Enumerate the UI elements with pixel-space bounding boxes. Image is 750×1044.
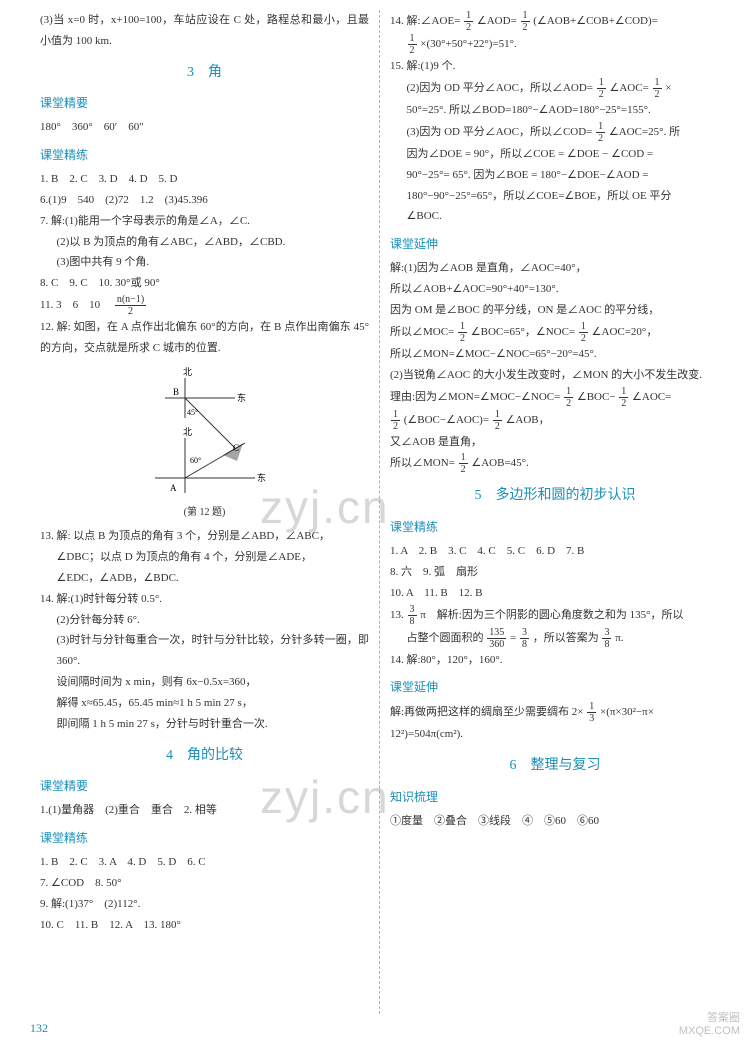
diagram-caption: (第 12 题) [40, 503, 369, 522]
r15-2: (2)因为 OD 平分∠AOC，所以∠AOD= 12 ∠AOC= 12 × [390, 77, 720, 100]
heading-jinglian5: 课堂精练 [390, 516, 720, 539]
ans-1-5: 1. B 2. C 3. D 4. D 5. D [40, 169, 369, 190]
r14d: 12 ×(30°+50°+22°)=51°. [390, 33, 720, 56]
zs1: ①度量 ②叠合 ③线段 ④ ⑤60 ⑥60 [390, 811, 720, 832]
ys2: 所以∠AOB+∠AOC=90°+40°=130°. [390, 279, 720, 300]
svg-text:东: 东 [257, 472, 266, 483]
section-5-title: 5 多边形和圆的初步认识 [390, 483, 720, 510]
ys6: (2)当锐角∠AOC 的大小发生改变时，∠MON 的大小不发生改变. [390, 365, 720, 386]
ys5: 所以∠MON=∠MOC−∠NOC=65°−20°=45°. [390, 344, 720, 365]
s5-l10: 10. A 11. B 12. B [390, 583, 720, 604]
page-number: 132 [30, 1021, 48, 1036]
ans-13c: ∠EDC，∠ADB，∠BDC. [40, 568, 369, 589]
section-3-title: 3 角 [40, 60, 369, 87]
ans-7b: (2)以 B 为顶点的角有∠ABC，∠ABD，∠CBD. [40, 232, 369, 253]
ys5-line2: 12²)=504π(cm²). [390, 724, 720, 745]
ans-14a: 14. 解:(1)时针每分转 0.5°. [40, 589, 369, 610]
heading-yanshen: 课堂延伸 [390, 233, 720, 256]
svg-text:45°: 45° [187, 408, 198, 417]
s5-l1: 1. A 2. B 3. C 4. C 5. C 6. D 7. B [390, 541, 720, 562]
ys7: 理由:因为∠MON=∠MOC−∠NOC= 12 ∠BOC− 12 ∠AOC= [390, 386, 720, 409]
s5-l13c: 占整个圆面积的 135360 = 38 ，所以答案为 38 π. [390, 627, 720, 650]
heading-jinglian2: 课堂精练 [40, 827, 369, 850]
r15-3e: 180°−90°−25°=65°，所以∠COE=∠BOE，所以 OE 平分 [390, 186, 720, 207]
ans-8-10: 8. C 9. C 10. 30°或 90° [40, 273, 369, 294]
corner-watermark: 答案圈 MXQE.COM [679, 1012, 740, 1038]
jl2-l9: 9. 解:(1)37° (2)112°. [40, 894, 369, 915]
section-6-title: 6 整理与复习 [390, 753, 720, 780]
ys3: 因为 OM 是∠BOC 的平分线，ON 是∠AOC 的平分线， [390, 300, 720, 321]
s5-l14: 14. 解:80°，120°，160°. [390, 650, 720, 671]
svg-text:B: B [173, 387, 179, 397]
frac-n-n1-2: n(n−1) 2 [115, 294, 146, 317]
r15-3c: 因为∠DOE = 90°，所以∠COE = ∠DOE − ∠COD = [390, 144, 720, 165]
ys1: 解:(1)因为∠AOB 是直角，∠AOC=40°， [390, 258, 720, 279]
svg-text:北: 北 [183, 427, 192, 437]
ans-11-text: 11. 3 6 10 [40, 299, 111, 311]
svg-text:A: A [170, 483, 177, 493]
svg-text:东: 东 [237, 392, 246, 403]
r15-2d: 50°=25°. 所以∠BOD=180°−∠AOD=180°−25°=155°. [390, 100, 720, 121]
ans-11: 11. 3 6 10 n(n−1) 2 [40, 294, 369, 317]
ys8: 12 (∠BOC−∠AOC)= 12 ∠AOB， [390, 409, 720, 432]
jl2-l1: 1. B 2. C 3. A 4. D 5. D 6. C [40, 852, 369, 873]
heading-jingyao2: 课堂精要 [40, 775, 369, 798]
jy2-l1: 1.(1)量角器 (2)重合 重合 2. 相等 [40, 800, 369, 821]
right-column: 14. 解:∠AOE= 12 ∠AOD= 12 (∠AOB+∠COB+∠COD)… [380, 10, 730, 1014]
ans-14e: 解得 x≈65.45，65.45 min≈1 h 5 min 27 s， [40, 693, 369, 714]
diagram-12: 北 东 B 45° 北 东 A 60° C [125, 363, 285, 503]
ans-7c: (3)图中共有 9 个角. [40, 252, 369, 273]
ans-7a: 7. 解:(1)能用一个字母表示的角是∠A，∠C. [40, 211, 369, 232]
svg-text:60°: 60° [190, 456, 201, 465]
r15-3d: 90°−25°= 65°. 因为∠BOE = 180°−∠DOE−∠AOD = [390, 165, 720, 186]
left-column: (3)当 x=0 时，x+100=100，车站应设在 C 处，路程总和最小，且最… [30, 10, 380, 1014]
r15-3a: (3)因为 OD 平分∠AOC，所以∠COD= 12 ∠AOC=25°. 所 [390, 121, 720, 144]
ans-6: 6.(1)9 540 (2)72 1.2 (3)45.396 [40, 190, 369, 211]
ys10: 所以∠MON= 12 ∠AOB=45°. [390, 452, 720, 475]
section-4-title: 4 角的比较 [40, 743, 369, 770]
r14: 14. 解:∠AOE= 12 ∠AOD= 12 (∠AOB+∠COB+∠COD)… [390, 10, 720, 33]
ys5-line: 解:再做两把这样的绸扇至少需要绸布 2× 13 ×(π×30²−π× [390, 701, 720, 724]
ans-13a: 13. 解: 以点 B 为顶点的角有 3 个，分别是∠ABD，∠ABC， [40, 526, 369, 547]
ans-14f: 即间隔 1 h 5 min 27 s，分针与时针重合一次. [40, 714, 369, 735]
ans-14c: (3)时针与分针每重合一次，时针与分针比较，分针多转一圈，即 360°. [40, 630, 369, 672]
heading-jingyao: 课堂精要 [40, 92, 369, 115]
heading-zhishi: 知识梳理 [390, 786, 720, 809]
ans-14b: (2)分针每分转 6°. [40, 610, 369, 631]
jl2-l7: 7. ∠COD 8. 50° [40, 873, 369, 894]
r15: 15. 解:(1)9 个. [390, 56, 720, 77]
ys9: 又∠AOB 是直角， [390, 432, 720, 453]
ys4: 所以∠MOC= 12 ∠BOC=65°，∠NOC= 12 ∠AOC=20°， [390, 321, 720, 344]
ans-12: 12. 解: 如图，在 A 点作出北偏东 60°的方向，在 B 点作出南偏东 4… [40, 317, 369, 359]
s5-l8: 8. 六 9. 弧 扇形 [390, 562, 720, 583]
ans-13b: ∠DBC；以点 D 为顶点的角有 4 个，分别是∠ADE， [40, 547, 369, 568]
r15-3f: ∠BOC. [390, 206, 720, 227]
heading-yanshen5: 课堂延伸 [390, 676, 720, 699]
s5-l13: 13. 38 π 解析:因为三个阴影的圆心角度数之和为 135°，所以 [390, 604, 720, 627]
p3-intro: (3)当 x=0 时，x+100=100，车站应设在 C 处，路程总和最小，且最… [40, 10, 369, 52]
svg-text:北: 北 [183, 367, 192, 377]
ans-14d: 设间隔时间为 x min，则有 6x−0.5x=360， [40, 672, 369, 693]
jl2-l10: 10. C 11. B 12. A 13. 180° [40, 915, 369, 936]
heading-jinglian: 课堂精练 [40, 144, 369, 167]
jingyao-line: 180° 360° 60′ 60″ [40, 117, 369, 138]
